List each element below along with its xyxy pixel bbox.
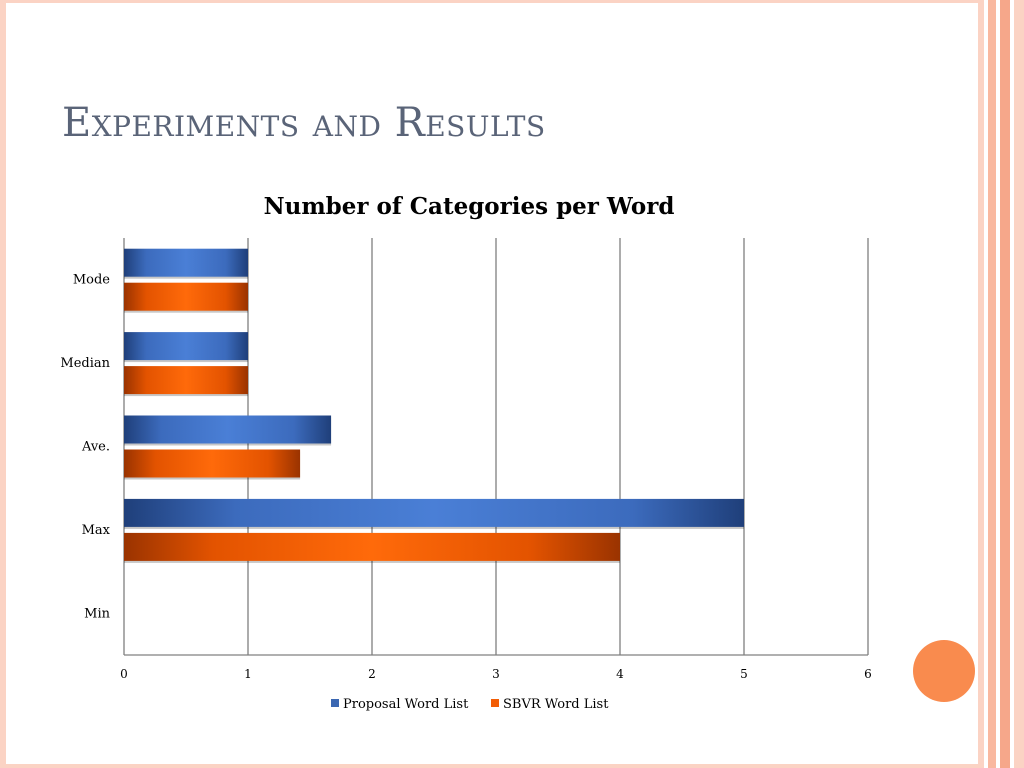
legend-swatch	[331, 699, 339, 707]
accent-circle	[913, 640, 975, 702]
decorative-stripe	[996, 0, 1000, 768]
bar	[124, 248, 248, 277]
decorative-stripe	[1010, 0, 1014, 768]
bar	[124, 532, 620, 561]
x-tick-label: 4	[616, 667, 624, 681]
x-tick-label: 0	[120, 667, 128, 681]
x-tick-label: 2	[368, 667, 376, 681]
bar	[124, 498, 744, 527]
decorative-stripe	[1014, 0, 1024, 768]
y-category-label: Ave.	[81, 440, 110, 455]
slide-frame-bottom	[6, 764, 978, 768]
x-tick-label: 3	[492, 667, 500, 681]
y-category-label: Max	[82, 523, 111, 538]
bar	[124, 366, 248, 395]
decorative-stripe	[984, 0, 988, 768]
decorative-stripe	[978, 0, 984, 768]
x-tick-label: 1	[244, 667, 252, 681]
x-tick-label: 6	[864, 667, 872, 681]
legend-label: SBVR Word List	[503, 697, 609, 712]
bar	[124, 282, 248, 311]
slide-title: Experiments and Results	[62, 100, 546, 146]
bar	[124, 415, 332, 444]
y-category-label: Mode	[73, 273, 110, 288]
y-category-label: Median	[60, 356, 110, 371]
bar	[124, 449, 301, 478]
x-tick-label: 5	[740, 667, 748, 681]
chart-title: Number of Categories per Word	[264, 193, 675, 220]
bar	[124, 332, 248, 361]
decorative-stripe	[1000, 0, 1010, 768]
legend-label: Proposal Word List	[343, 697, 469, 712]
slide-frame-left	[0, 0, 6, 768]
legend-swatch	[491, 699, 499, 707]
slide-frame-top	[6, 0, 978, 3]
y-category-label: Min	[84, 606, 110, 621]
decorative-stripe	[988, 0, 996, 768]
